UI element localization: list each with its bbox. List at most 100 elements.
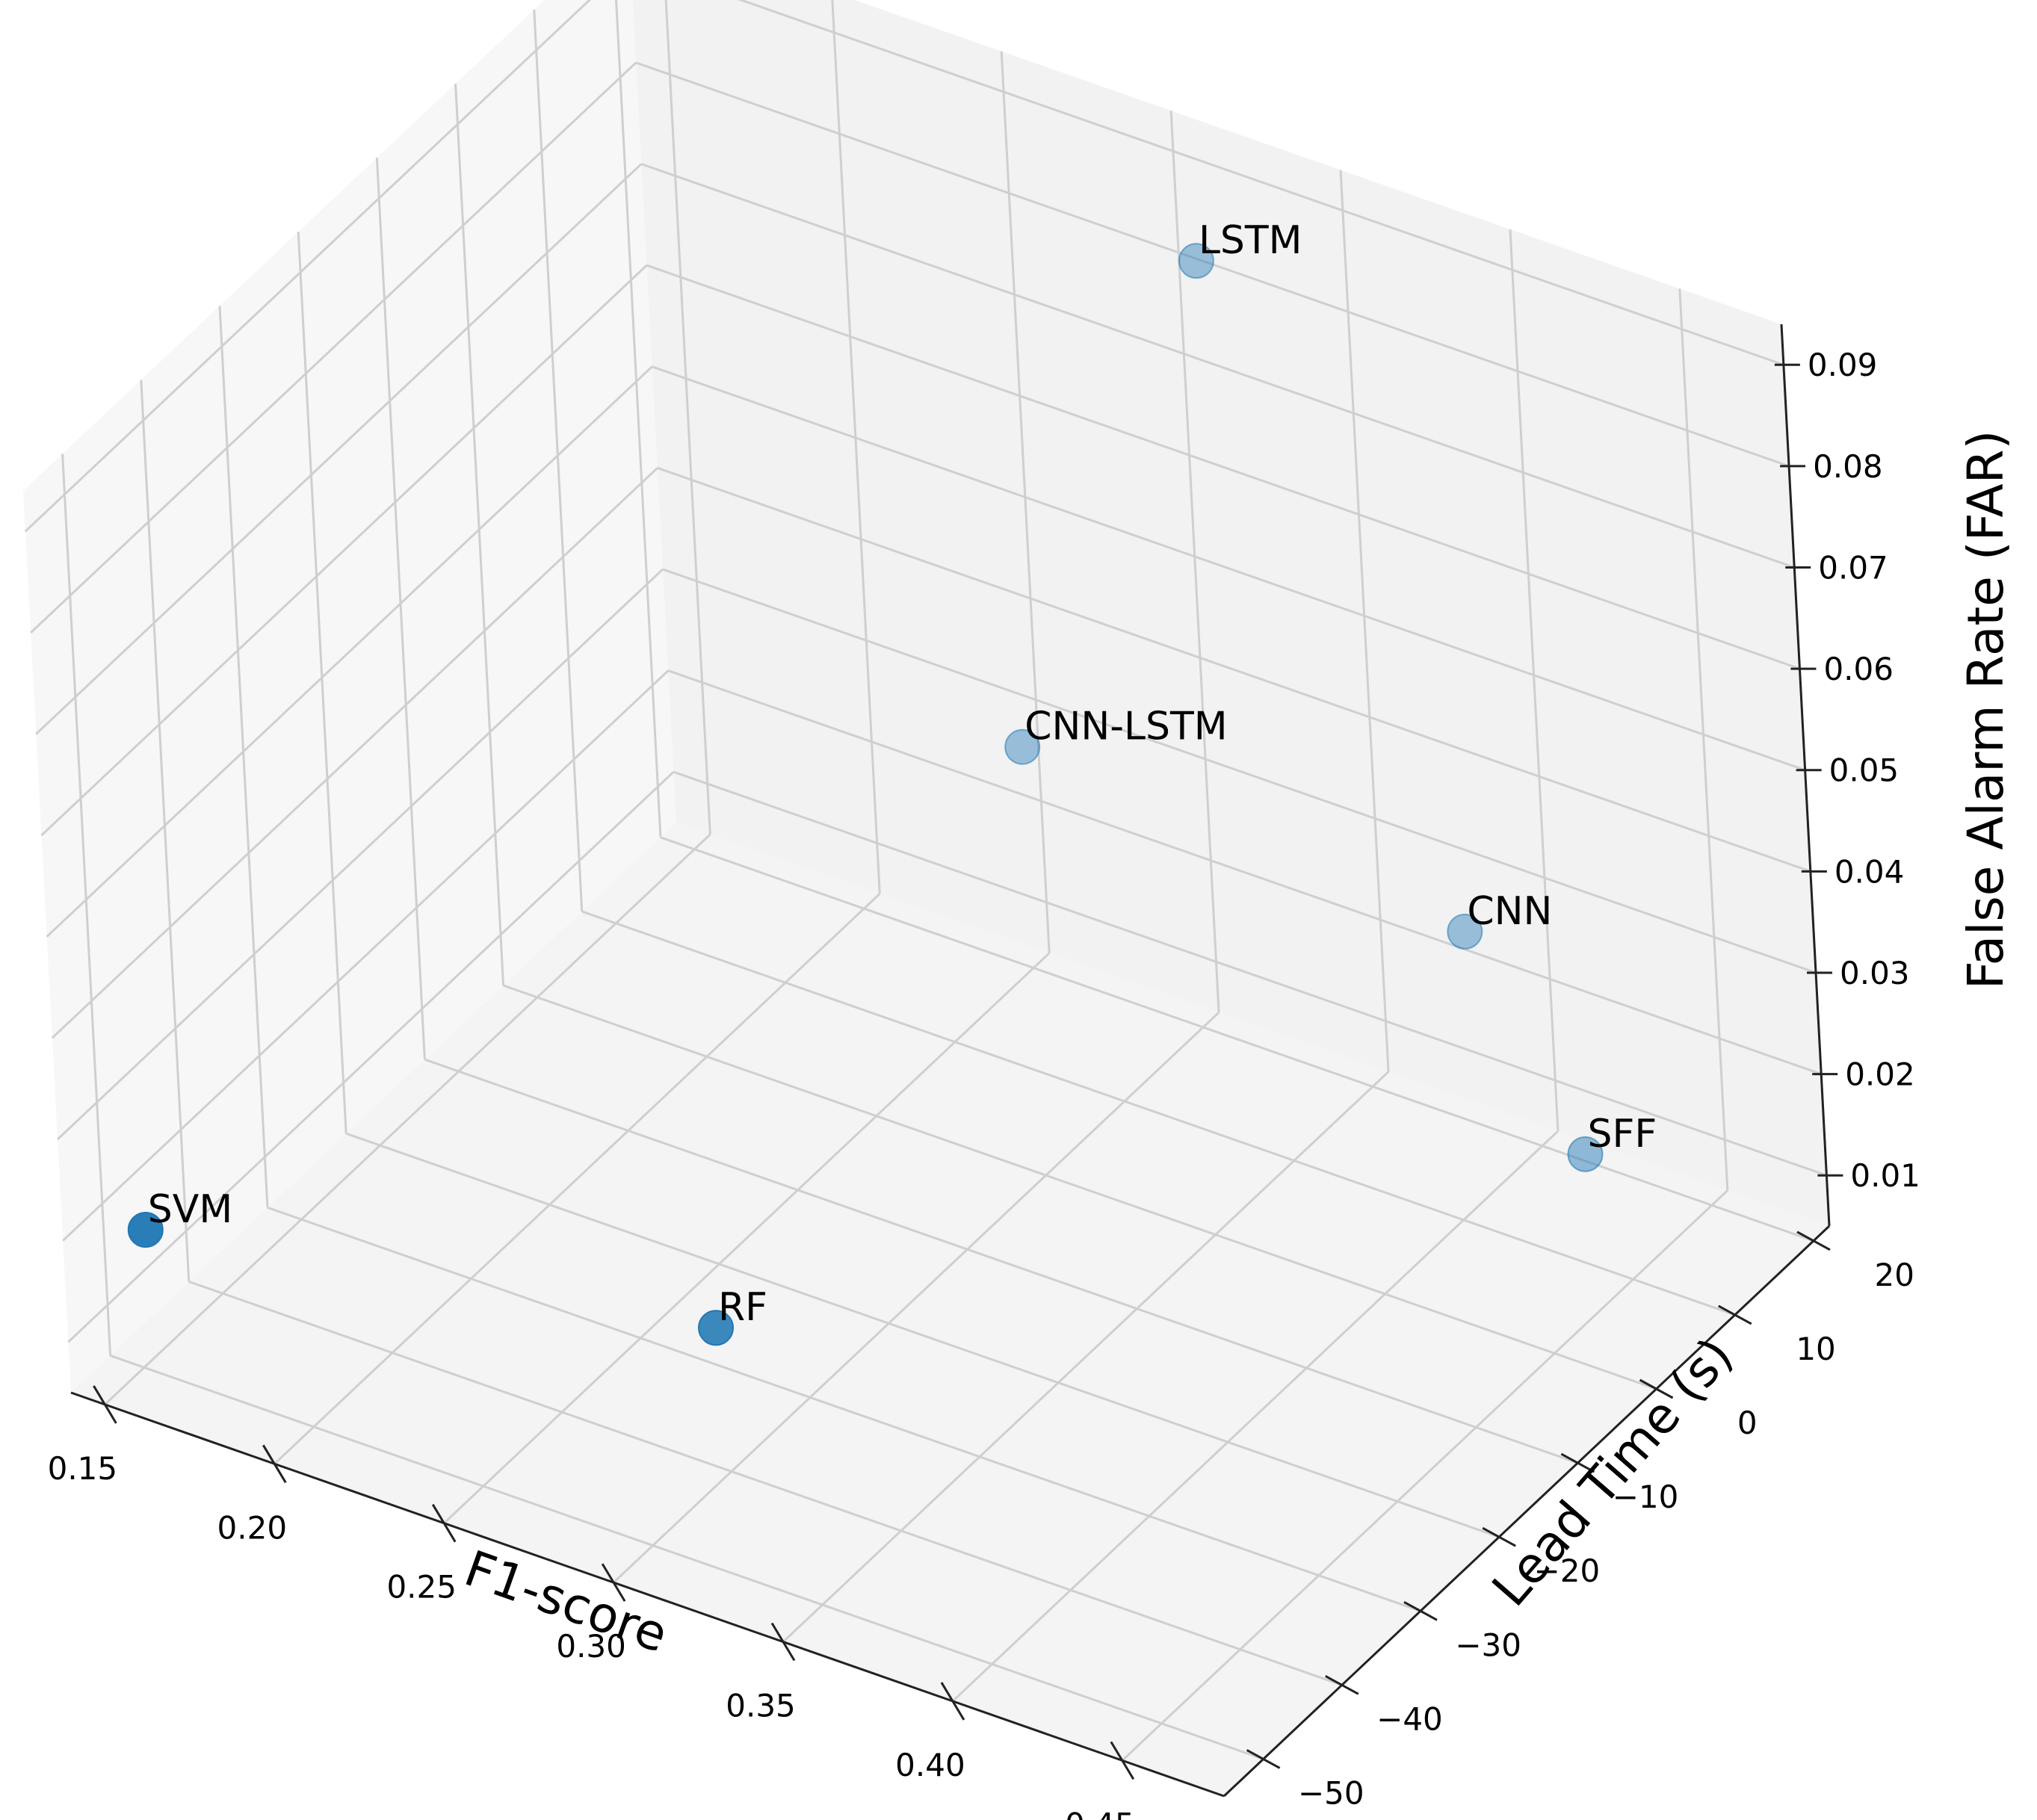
- grid-line-y: [424, 1058, 1578, 1464]
- grid-line-y: [454, 83, 505, 986]
- point-label-lstm: LSTM: [1199, 218, 1302, 263]
- grid-line-z: [51, 467, 658, 1039]
- z-tick-label: 0.09: [1808, 347, 1878, 383]
- grid-line-z: [35, 163, 643, 735]
- grid-line-y: [218, 306, 269, 1208]
- grid-line-y: [297, 232, 347, 1134]
- grid-line-z: [24, 0, 592, 533]
- grid-line-z: [640, 163, 1795, 569]
- grid-line-x: [951, 1130, 1559, 1703]
- grid-line-x: [104, 833, 711, 1405]
- z-tick-label: 0.06: [1823, 651, 1894, 687]
- grid-line-y: [660, 836, 1814, 1242]
- grid-line-y: [110, 1355, 1264, 1760]
- grid-line-x: [1678, 288, 1729, 1191]
- grid-line-x: [1339, 170, 1390, 1072]
- x-tick-label: 0.25: [386, 1569, 457, 1606]
- grid-line-y: [267, 1206, 1421, 1612]
- x-axis-line: [70, 1391, 1225, 1798]
- y-tick-label: −50: [1298, 1774, 1364, 1811]
- grid-line-y: [615, 0, 662, 838]
- grid-line-x: [1121, 1189, 1728, 1762]
- axis-panes: [23, 0, 1829, 1796]
- grid-line-x: [831, 0, 881, 894]
- grid-line-x: [273, 893, 881, 1465]
- y-tick-label: −10: [1613, 1479, 1679, 1515]
- grid-line-x: [664, 0, 711, 835]
- data-point-rf: [698, 1310, 735, 1346]
- floor-pane: [71, 823, 1829, 1796]
- data-point-cnn-lstm: [1004, 728, 1041, 765]
- grid-line-x: [613, 1012, 1220, 1584]
- x-tick-label: 0.40: [895, 1747, 965, 1783]
- y-tick-label: 0: [1737, 1405, 1758, 1441]
- grid-line-z: [673, 770, 1827, 1177]
- data-point-lstm: [1178, 243, 1214, 279]
- grid-lines: [24, 0, 1827, 1762]
- grid-line-z: [67, 771, 675, 1343]
- z-tick-label: 0.02: [1845, 1056, 1915, 1093]
- grid-line-z: [657, 466, 1811, 873]
- tick-marks: [93, 363, 1843, 1780]
- grid-line-z: [652, 365, 1806, 772]
- y-tick-label: −30: [1455, 1626, 1521, 1663]
- x-tick-label: 0.20: [217, 1509, 288, 1546]
- grid-line-z: [738, 0, 1784, 366]
- grid-line-y: [503, 984, 1657, 1390]
- grid-line-x: [782, 1071, 1390, 1643]
- data-point-svm: [127, 1212, 164, 1248]
- y-tick: [1325, 1675, 1359, 1695]
- data-point-cnn: [1447, 913, 1483, 950]
- left-pane: [23, 0, 676, 1393]
- z-tick-label: 0.04: [1834, 853, 1905, 890]
- grid-line-y: [61, 454, 112, 1356]
- grid-line-z: [662, 568, 1817, 974]
- grid-line-z: [646, 264, 1800, 670]
- x-tick: [601, 1563, 626, 1602]
- z-tick-label: 0.08: [1813, 448, 1883, 485]
- axis-lines: [70, 324, 1831, 1798]
- x-tick: [431, 1503, 457, 1543]
- grid-line-y: [533, 9, 584, 911]
- grid-line-z: [62, 669, 670, 1242]
- y-tick: [1482, 1526, 1516, 1547]
- z-tick-label: 0.03: [1840, 955, 1910, 991]
- grid-line-x: [443, 952, 1051, 1524]
- grid-line-y: [345, 1132, 1500, 1538]
- x-tick: [1110, 1741, 1135, 1780]
- grid-line-z: [30, 61, 637, 634]
- x-tick-label: 0.35: [726, 1688, 796, 1724]
- point-label-svm: SVM: [148, 1187, 232, 1232]
- z-tick-label: 0.05: [1829, 752, 1900, 789]
- point-label-cnn-lstm: CNN-LSTM: [1024, 705, 1227, 749]
- grid-line-y: [375, 158, 426, 1060]
- y-tick: [1718, 1304, 1752, 1325]
- y-tick: [1560, 1452, 1595, 1473]
- y-tick-label: 10: [1796, 1331, 1835, 1367]
- data-points: SVM RF CNN-LSTM CNN SFF LSTM: [127, 218, 1657, 1346]
- grid-line-y: [140, 380, 191, 1282]
- z-axis-label: False Alarm Rate (FAR): [1957, 430, 2015, 990]
- point-label-cnn: CNN: [1467, 889, 1552, 934]
- z-axis-line: [1780, 324, 1831, 1227]
- point-label-rf: RF: [718, 1285, 767, 1330]
- y-tick-label: −40: [1376, 1700, 1443, 1737]
- y-tick-label: −20: [1534, 1553, 1601, 1589]
- y-tick: [1246, 1749, 1281, 1769]
- y-tick: [1796, 1231, 1831, 1251]
- grid-line-y: [188, 1280, 1343, 1686]
- x-tick: [770, 1622, 796, 1662]
- data-point-sff: [1567, 1136, 1604, 1172]
- point-label-sff: SFF: [1588, 1112, 1657, 1157]
- x-tick: [262, 1444, 287, 1484]
- x-tick: [93, 1385, 117, 1424]
- grid-line-x: [1000, 51, 1051, 953]
- grid-line-z: [46, 365, 653, 938]
- x-tick: [940, 1682, 965, 1721]
- z-tick-label: 0.01: [1850, 1157, 1920, 1194]
- y-axis-line: [1222, 1225, 1831, 1798]
- x-tick-label: 0.30: [556, 1628, 626, 1665]
- grid-line-z: [667, 669, 1822, 1075]
- y-tick-label: 20: [1875, 1257, 1914, 1293]
